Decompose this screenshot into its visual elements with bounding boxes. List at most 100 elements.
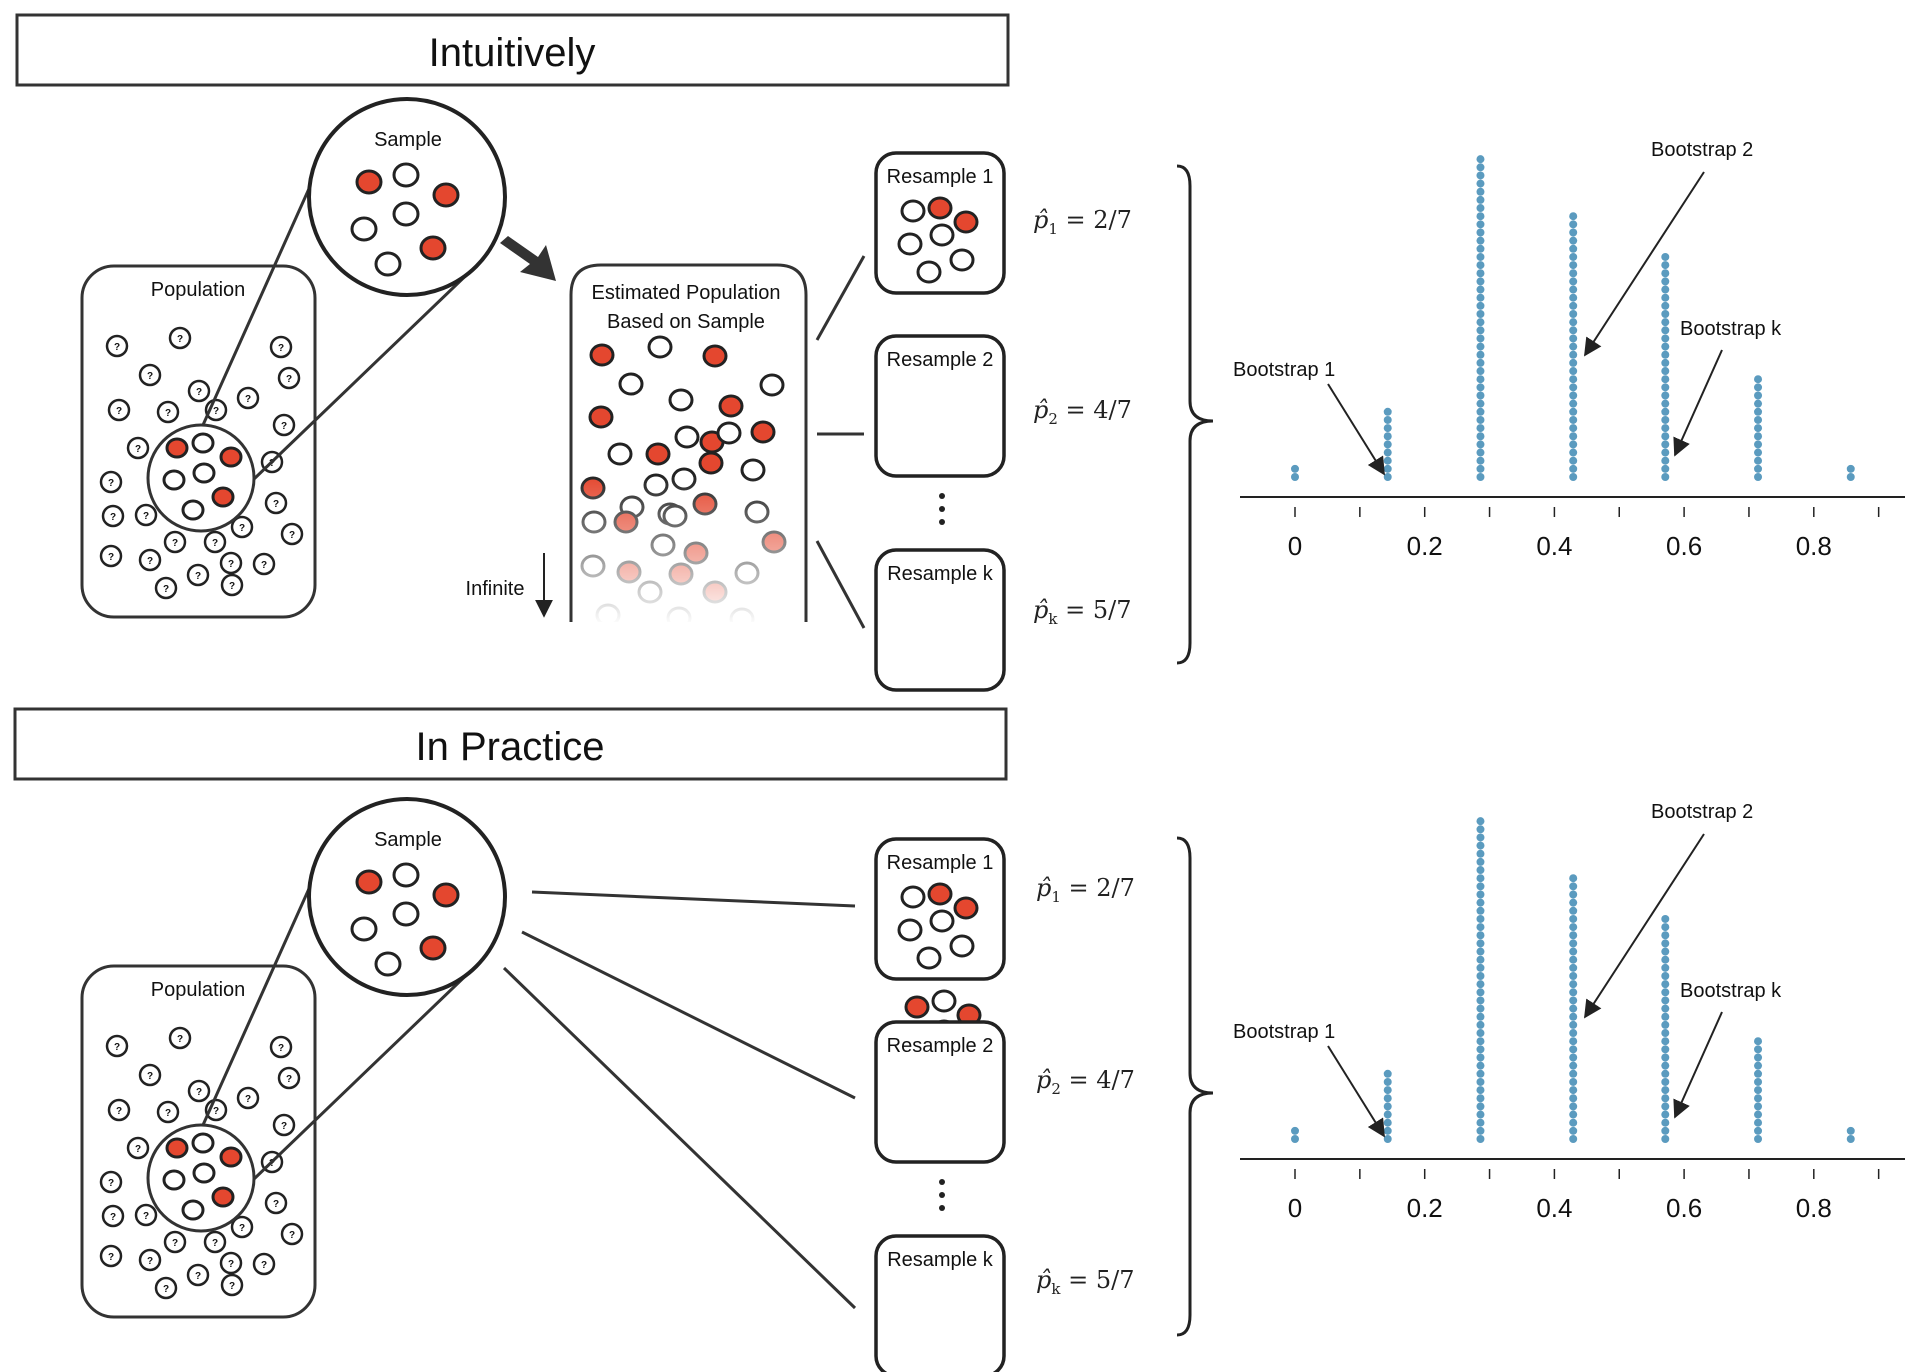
white-marble (191, 432, 215, 454)
curly-brace (1176, 836, 1214, 1337)
white-marble (350, 916, 378, 942)
unknown-marble-mark: ? (165, 408, 171, 419)
unknown-marble-mark: ? (163, 584, 169, 595)
white-marble (949, 934, 975, 958)
bootstrap-dot (1476, 923, 1485, 932)
resample-2-box (874, 334, 1006, 478)
bootstrap-dot (1569, 301, 1578, 310)
bootstrap-dot (1383, 473, 1392, 481)
bootstrap-dot (1383, 1077, 1392, 1086)
bootstrap-dot (1661, 1045, 1670, 1054)
unknown-marble-mark: ? (261, 1260, 267, 1271)
bootstrap-dot (1754, 399, 1763, 408)
bootstrap-dot (1476, 407, 1485, 416)
unknown-marble (134, 503, 158, 527)
unknown-marble-mark: ? (163, 1284, 169, 1295)
unknown-marble-mark: ? (195, 1271, 201, 1282)
bootstrap-dot (1569, 1029, 1578, 1038)
red-marble (750, 420, 776, 444)
bootstrap-dot (1569, 931, 1578, 940)
bootstrap-dot (1569, 350, 1578, 359)
bootstrap-dot (1661, 261, 1670, 270)
bootstrap-dot (1476, 988, 1485, 997)
unknown-marble (126, 436, 150, 460)
bootstrap-dot (1754, 1110, 1763, 1119)
bootstrap-dot (1476, 825, 1485, 834)
bootstrap-dot (1569, 1069, 1578, 1078)
bootstrap-dot (1661, 440, 1670, 449)
bootstrap-dot (1754, 448, 1763, 457)
unknown-marble-mark: ? (116, 406, 122, 417)
bootstrap-dot (1661, 358, 1670, 367)
infinite-label: Infinite (466, 578, 525, 600)
bootstrap-dot (1569, 464, 1578, 473)
unknown-marble (252, 1252, 276, 1276)
bootstrap-dot (1476, 906, 1485, 915)
white-marble (929, 909, 955, 933)
bootstrap-dot (1661, 350, 1670, 359)
unknown-marble (168, 1026, 192, 1050)
unknown-marble (186, 1263, 210, 1287)
unknown-marble-mark: ? (108, 552, 114, 563)
red-marble (718, 394, 744, 418)
bootstrap-dot (1476, 1102, 1485, 1111)
bootstrap-dot (1476, 391, 1485, 400)
bootstrap-dot (1383, 1110, 1392, 1119)
bootstrap-dot (1661, 1061, 1670, 1070)
bootstrap-dot (1476, 980, 1485, 989)
bootstrap-dot (1476, 342, 1485, 351)
bootstrap-dot (1476, 464, 1485, 473)
unknown-marble (252, 552, 276, 576)
bootstrap-dot (1383, 1094, 1392, 1103)
unknown-marble (163, 1230, 187, 1254)
bootstrap-dot (1383, 440, 1392, 449)
white-marble (392, 201, 420, 227)
population-label: Population (151, 279, 246, 301)
unknown-marble (138, 363, 162, 387)
unknown-marble (236, 386, 260, 410)
bootstrap-dot (1291, 473, 1299, 481)
white-marble (674, 425, 700, 449)
bootstrap-dot (1476, 269, 1485, 278)
red-marble (355, 869, 383, 895)
bootstrap-dot (1754, 1126, 1763, 1135)
white-marble (392, 901, 420, 927)
chart-tick-label: 0.8 (1796, 1193, 1832, 1223)
bootstrap-dot (1569, 914, 1578, 923)
unknown-marble (269, 335, 293, 359)
bootstrap-dot (1754, 1102, 1763, 1111)
bootstrap-dot (1569, 1077, 1578, 1086)
bootstrap-dot (1569, 988, 1578, 997)
bootstrap-dot (1661, 424, 1670, 433)
white-marble (192, 462, 216, 484)
bootstrap-dot (1569, 424, 1578, 433)
bootstrap-dot (1846, 473, 1855, 481)
bootstrap-dot (1846, 464, 1855, 473)
unknown-marble-mark: ? (212, 538, 218, 549)
bootstrap-dot (1476, 1037, 1485, 1046)
bootstrap-dot (1476, 171, 1485, 180)
unknown-marble-mark: ? (114, 1042, 120, 1053)
bootstrap-dot (1383, 424, 1392, 433)
bootstrap-dot (1476, 914, 1485, 923)
unknown-marble (156, 1100, 180, 1124)
bootstrap-dot (1661, 285, 1670, 294)
red-marble (419, 235, 447, 261)
bootstrap-dot (1661, 399, 1670, 408)
section-header-box (15, 13, 1010, 87)
unknown-marble-mark: ? (273, 499, 279, 510)
population-label: Population (151, 979, 246, 1001)
red-marble (165, 437, 189, 459)
section-header: In Practice (416, 725, 605, 769)
bootstrap-dot (1383, 1086, 1392, 1095)
resample-1-label: Resample 1 (887, 852, 994, 874)
bootstrap-dot (1569, 1012, 1578, 1021)
section-intuitively: Intuitively Population???????????????????… (15, 13, 1905, 1079)
bootstrap-dot (1754, 424, 1763, 433)
bootstrap-dot (1661, 980, 1670, 989)
bootstrap-dot (1476, 1020, 1485, 1029)
bootstrap-2-label: Bootstrap 2 (1651, 139, 1753, 161)
bootstrap-dot (1476, 1012, 1485, 1021)
unknown-marble (138, 1063, 162, 1087)
bootstrap-dot (1569, 285, 1578, 294)
